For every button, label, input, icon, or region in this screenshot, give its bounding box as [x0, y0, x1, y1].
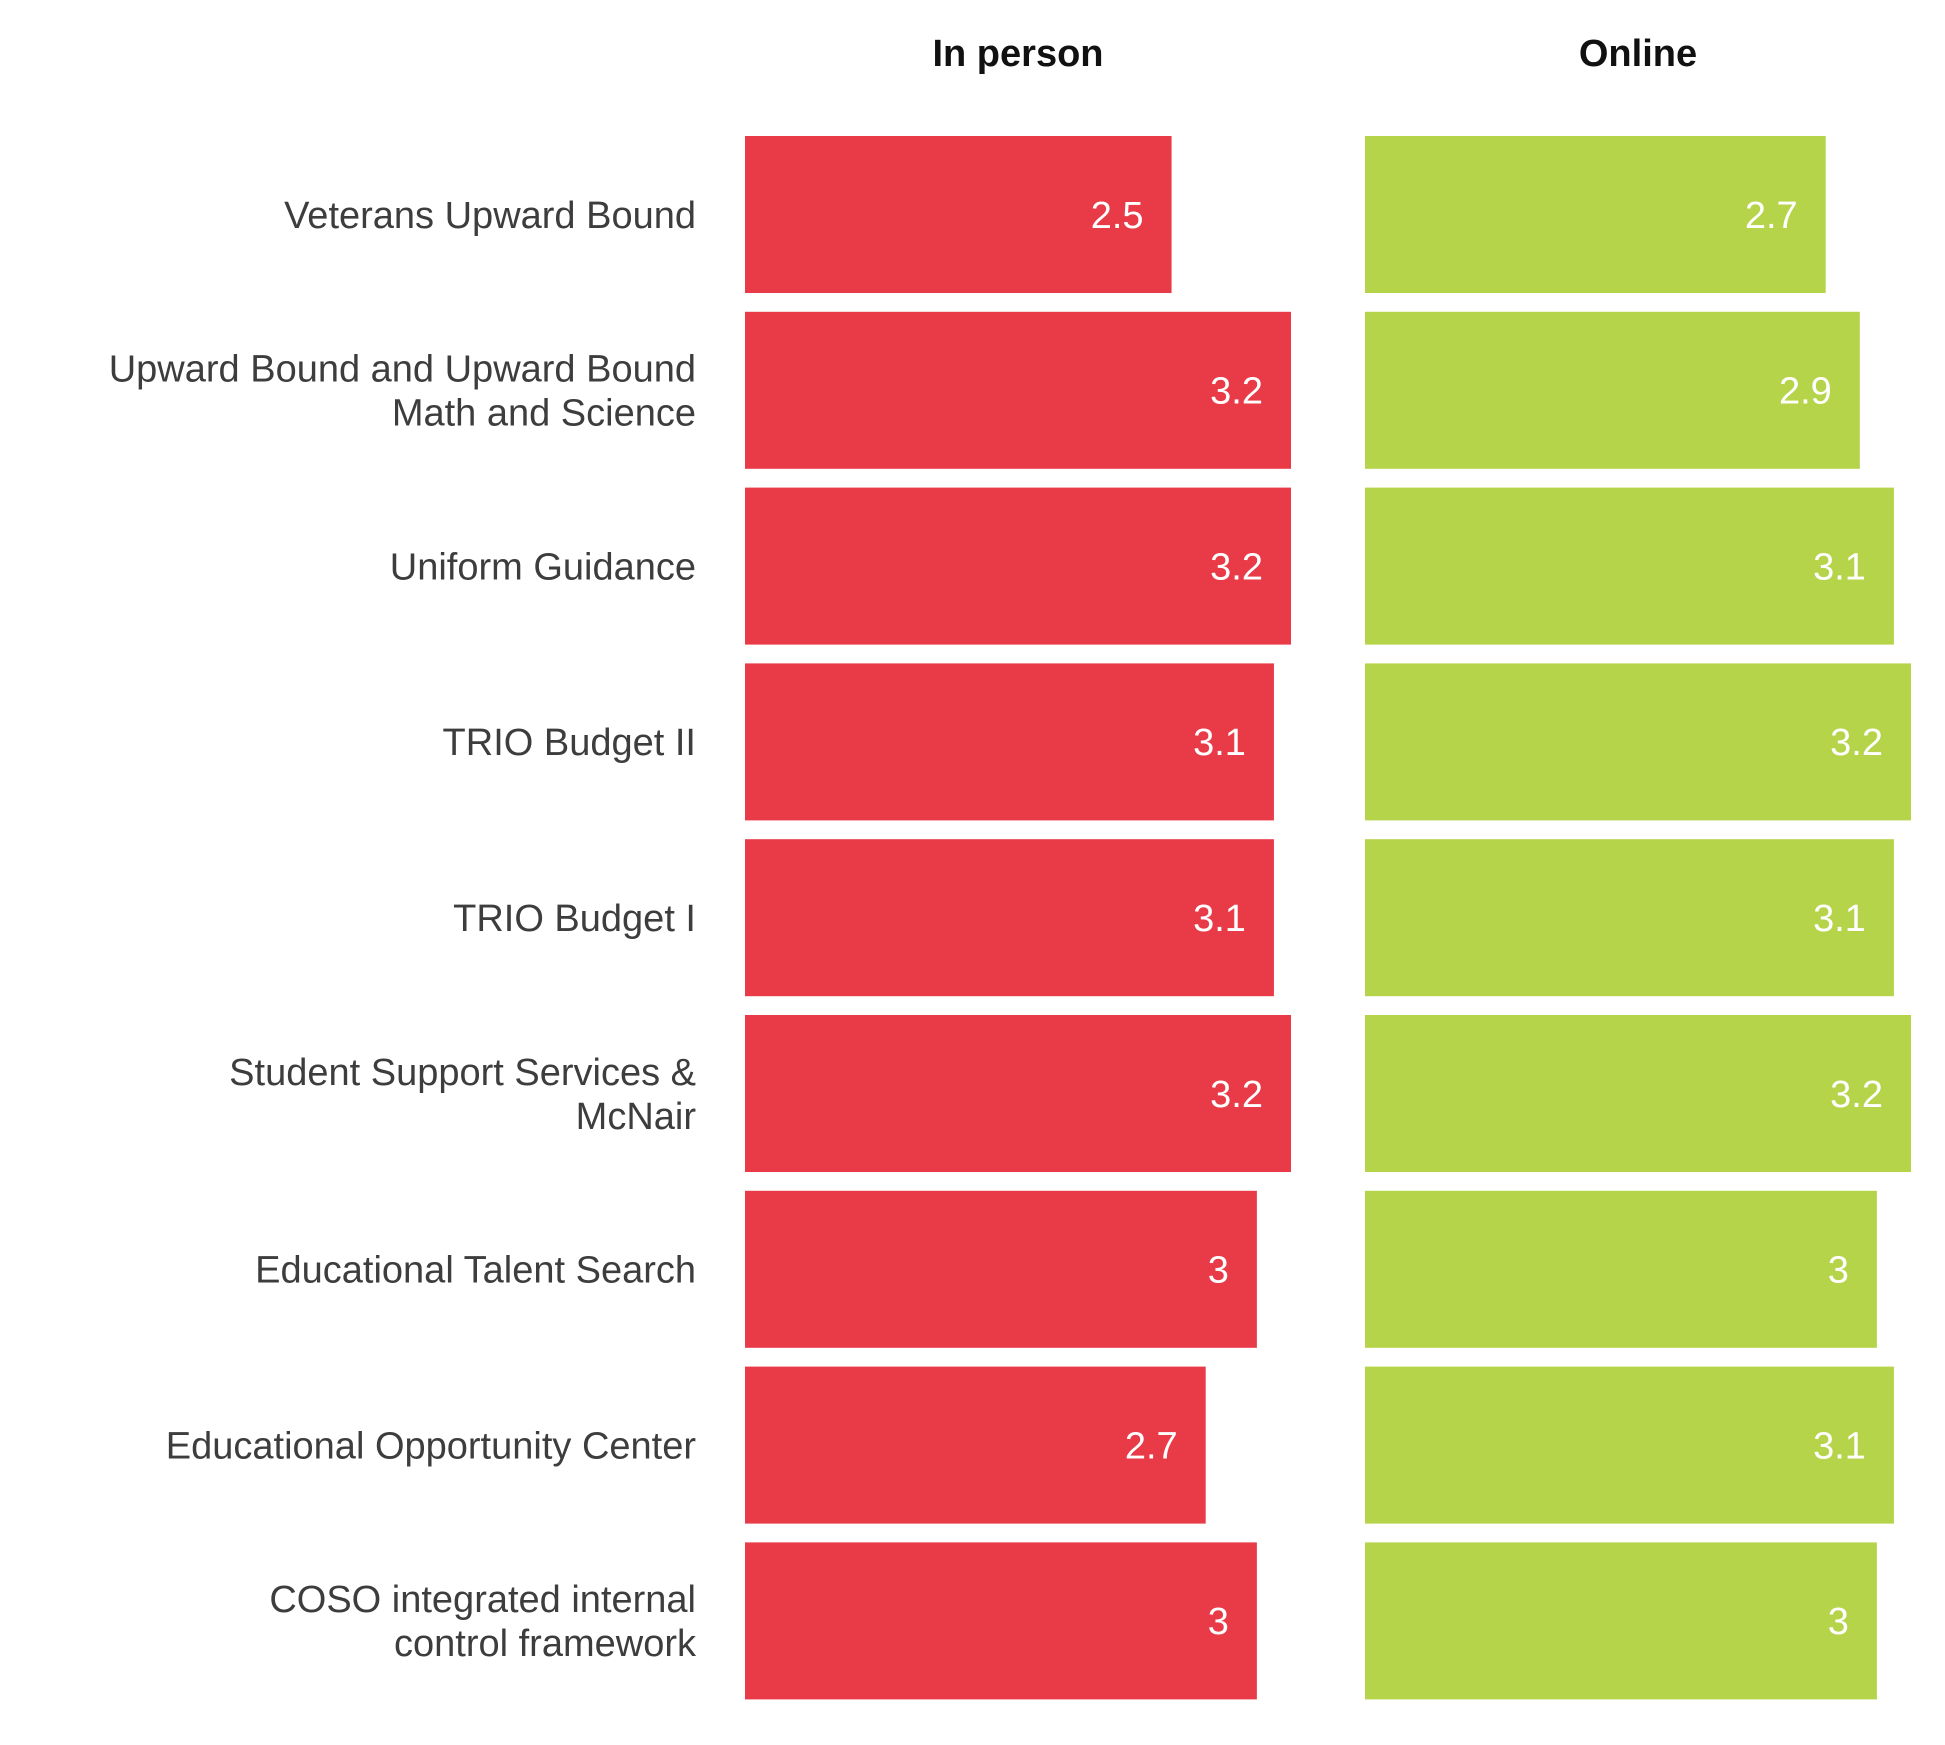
bar	[745, 839, 1274, 997]
category-label: TRIO Budget II	[443, 722, 696, 764]
bar	[1365, 1015, 1911, 1172]
data-label: 3.2	[1210, 546, 1263, 588]
category-label-line: control framework	[394, 1623, 697, 1665]
category-label-line: TRIO Budget II	[443, 722, 696, 764]
category-label: TRIO Budget I	[453, 898, 696, 940]
bar	[1365, 487, 1894, 645]
data-label: 3	[1208, 1250, 1229, 1292]
data-label: 3.1	[1193, 898, 1246, 940]
category-label-line: TRIO Budget I	[453, 898, 696, 940]
facet-title-in-person: In person	[932, 33, 1103, 75]
bar	[745, 136, 1172, 293]
data-label: 3.1	[1813, 1425, 1866, 1467]
facet-titles: In person Online	[932, 33, 1697, 75]
bar	[745, 663, 1274, 821]
data-label: 3.1	[1813, 546, 1866, 588]
category-label-line: Uniform Guidance	[390, 546, 696, 588]
data-label: 2.5	[1091, 195, 1144, 237]
data-label: 2.7	[1125, 1425, 1178, 1467]
category-label: Upward Bound and Upward Bound Math and Sc…	[109, 349, 696, 435]
category-label-line: Educational Opportunity Center	[166, 1425, 697, 1467]
bar	[745, 311, 1291, 469]
category-label-line: COSO integrated internal	[269, 1579, 696, 1621]
bar	[1365, 1366, 1894, 1524]
data-label: 3.2	[1210, 1074, 1263, 1116]
bar	[1365, 663, 1911, 821]
category-label-line: Student Support Services &	[229, 1052, 696, 1094]
category-labels: Veterans Upward Bound Upward Bound and Up…	[109, 195, 697, 1665]
bar	[1365, 136, 1826, 293]
bar	[1365, 1542, 1877, 1700]
bar	[745, 487, 1291, 645]
bar	[745, 1366, 1206, 1524]
data-label: 3	[1828, 1601, 1849, 1643]
facet-title-online: Online	[1579, 33, 1697, 75]
category-label-line: Math and Science	[392, 393, 696, 435]
category-label-line: Educational Talent Search	[255, 1250, 696, 1292]
data-label: 3.1	[1813, 898, 1866, 940]
data-label: 3.2	[1210, 371, 1263, 413]
data-label: 3.2	[1830, 1074, 1883, 1116]
category-label-line: Upward Bound and Upward Bound	[109, 349, 696, 391]
value-labels: 2.5 3.2 3.2 3.1 3.1 3.2 3 2.7 3 2.7 2.9 3.1 3.2 3.1 3.…	[1091, 195, 1883, 1643]
data-label: 3.1	[1193, 722, 1246, 764]
bar	[745, 1542, 1257, 1700]
category-label: Student Support Services & McNair	[229, 1052, 696, 1138]
category-label: COSO integrated internal control framewor…	[269, 1579, 697, 1665]
category-label: Educational Talent Search	[255, 1250, 696, 1292]
bars	[745, 136, 1911, 1700]
data-label: 3	[1208, 1601, 1229, 1643]
bar	[745, 1015, 1291, 1172]
data-label: 3	[1828, 1250, 1849, 1292]
category-label: Educational Opportunity Center	[166, 1425, 697, 1467]
bar	[1365, 839, 1894, 997]
bar	[745, 1190, 1257, 1348]
bar	[1365, 311, 1860, 469]
data-label: 2.9	[1779, 371, 1832, 413]
data-label: 3.2	[1830, 722, 1883, 764]
category-label: Uniform Guidance	[390, 546, 696, 588]
category-label: Veterans Upward Bound	[284, 195, 696, 237]
category-label-line: Veterans Upward Bound	[284, 195, 696, 237]
bar	[1365, 1190, 1877, 1348]
category-label-line: McNair	[576, 1096, 697, 1138]
data-label: 2.7	[1745, 195, 1798, 237]
